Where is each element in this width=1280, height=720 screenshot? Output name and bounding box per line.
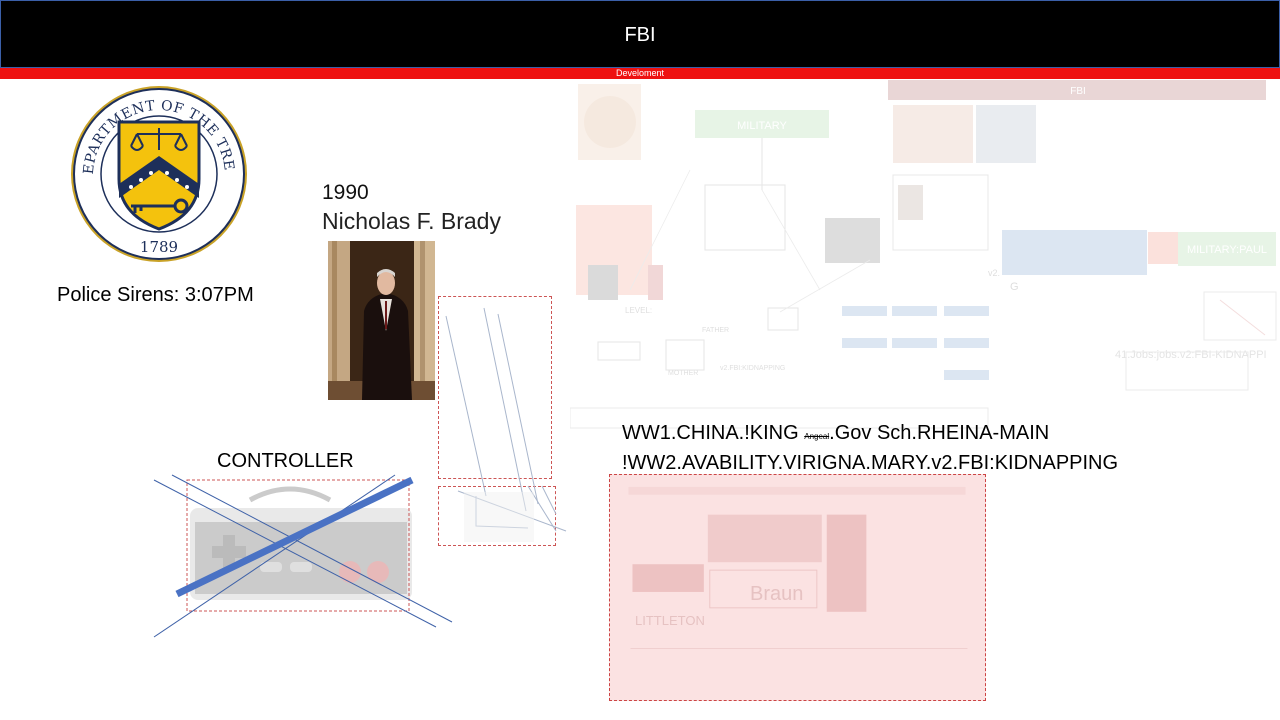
treasury-seal: THE DEPARTMENT OF THE TREASURY 1789: [69, 84, 247, 262]
caption-line-2: !WW2.AVABILITY.VIRIGNA.MARY.v2.FBI:KIDNA…: [622, 452, 1119, 474]
portrait-year: 1990: [322, 181, 369, 204]
crossed-out-controller: [153, 474, 453, 638]
header-title: FBI: [624, 24, 656, 46]
ghost-military-paul: MILITARY:PAUL: [1187, 244, 1267, 256]
ghost-mother: MOTHER: [668, 370, 698, 377]
ghost-military: MILITARY: [737, 120, 787, 132]
gamepad-icon: [190, 486, 412, 600]
ghost-level: LEVEL:: [625, 306, 652, 315]
ghost-father: FATHER: [702, 327, 729, 334]
subheader-text: Develoment: [615, 68, 665, 78]
portrait-name: Nicholas F. Brady: [322, 208, 501, 234]
header-bar: FBI: [0, 0, 1280, 68]
ghost-jobs: 41.Jobs:jobs.v2:FBI-KIDNAPPI: [1115, 349, 1267, 361]
subheader-bar: Develoment: [0, 68, 1280, 79]
police-sirens-text: Police Sirens: 3:07PM: [57, 284, 254, 306]
caption-line-1: WW1.CHINA.!KING Angeal.Gov Sch.RHEINA-MA…: [622, 422, 1049, 445]
caption-line-1-pre: WW1.CHINA.!KING: [622, 422, 805, 444]
caption-line-1-small: Angeal: [804, 432, 830, 441]
ghost-g: G: [1010, 281, 1019, 293]
faded-littleton-text: LITTLETON: [635, 613, 705, 628]
faded-braun-text: Braun: [750, 583, 804, 605]
connector-lines: [445, 307, 567, 542]
faded-pink-panel: Braun LITTLETON: [609, 474, 986, 701]
faded-background-collage: MILITARY FBI MILITARY:PAUL G v2. LEVEL: …: [570, 80, 1277, 429]
faded-pink-contents: [628, 486, 968, 649]
controller-label: CONTROLLER: [217, 450, 354, 472]
portrait-photo: [328, 241, 435, 400]
caption-line-1-post: .Gov Sch.RHEINA-MAIN: [829, 422, 1050, 444]
seal-year: 1789: [140, 238, 178, 256]
dashed-box-lower: [438, 486, 556, 546]
ghost-fbi: FBI: [1070, 86, 1086, 97]
ghost-v2: v2.: [988, 268, 1000, 278]
dashed-box-upper: [438, 296, 552, 479]
ghost-kidnapping: v2.FBI:KIDNAPPING: [720, 365, 785, 372]
